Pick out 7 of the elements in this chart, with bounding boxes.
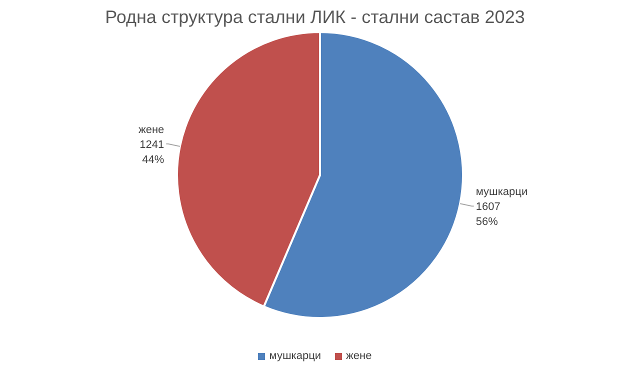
data-label: 1241 44% [140, 138, 164, 166]
chart-title: Родна структура стални ЛИК - стални састав 2023 [104, 7, 526, 28]
slice-label: жене [138, 124, 164, 136]
legend-label: жене [346, 350, 372, 362]
legend-label: мушкарци [269, 350, 322, 362]
slice-label: мушкарци [476, 186, 528, 198]
data-label: 1607 56% [476, 201, 500, 228]
